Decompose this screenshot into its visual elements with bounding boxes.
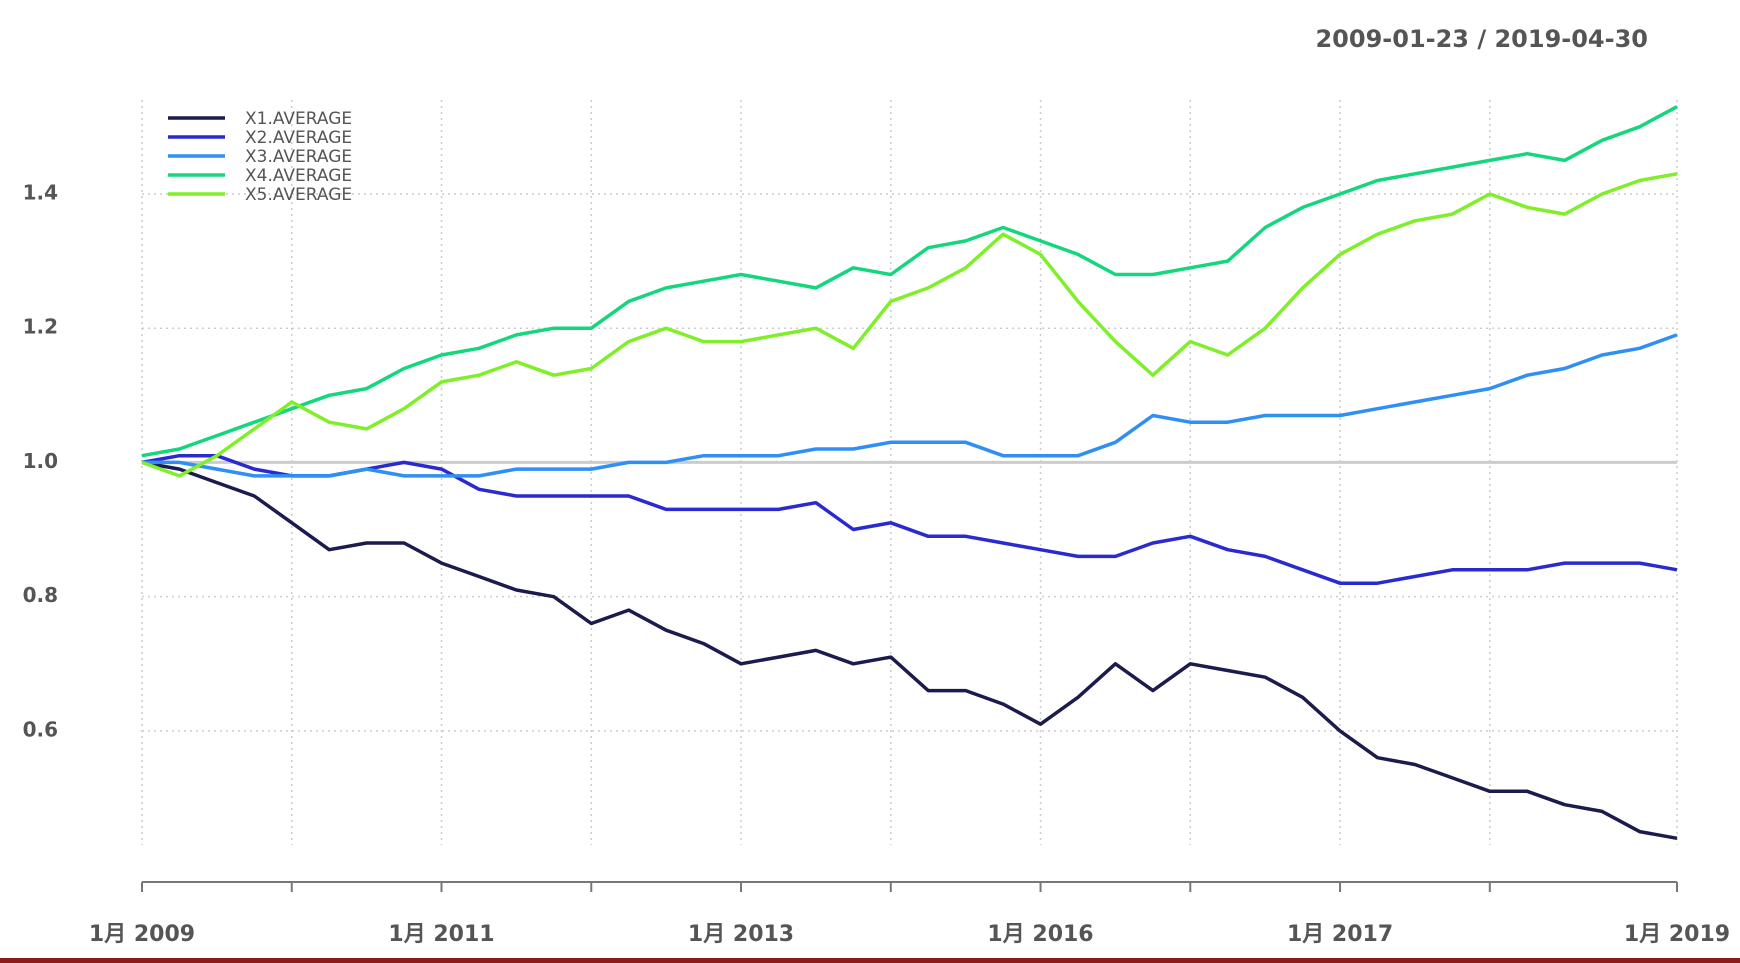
series-line [141, 453, 1678, 585]
legend-label: X3.AVERAGE [245, 147, 352, 167]
y-tick-label: 1.0 [23, 449, 58, 473]
legend-label: X2.AVERAGE [245, 128, 352, 148]
x-tick-label: 1月 2011 [388, 922, 494, 947]
x-tick-label: 1月 2019 [1624, 922, 1730, 947]
series-line [141, 105, 1678, 458]
series-line [141, 460, 1678, 841]
series-line [142, 333, 1678, 478]
x-tick-label: 1月 2013 [688, 922, 794, 947]
y-tick-label: 0.8 [23, 583, 58, 607]
bottom-border [0, 958, 1740, 963]
legend-label: X1.AVERAGE [245, 109, 352, 129]
chart-subtitle: 2009-01-23 / 2019-04-30 [1315, 25, 1648, 53]
x-tick-label: 1月 2016 [987, 922, 1093, 947]
y-tick-label: 1.4 [23, 180, 58, 204]
legend-label: X5.AVERAGE [245, 185, 352, 205]
y-tick-label: 1.2 [23, 315, 58, 339]
series-line [141, 172, 1678, 478]
y-tick-label: 0.6 [23, 717, 58, 741]
x-tick-label: 1月 2017 [1287, 922, 1393, 947]
x-tick-label: 1月 2009 [89, 922, 195, 947]
legend-label: X4.AVERAGE [245, 166, 352, 186]
